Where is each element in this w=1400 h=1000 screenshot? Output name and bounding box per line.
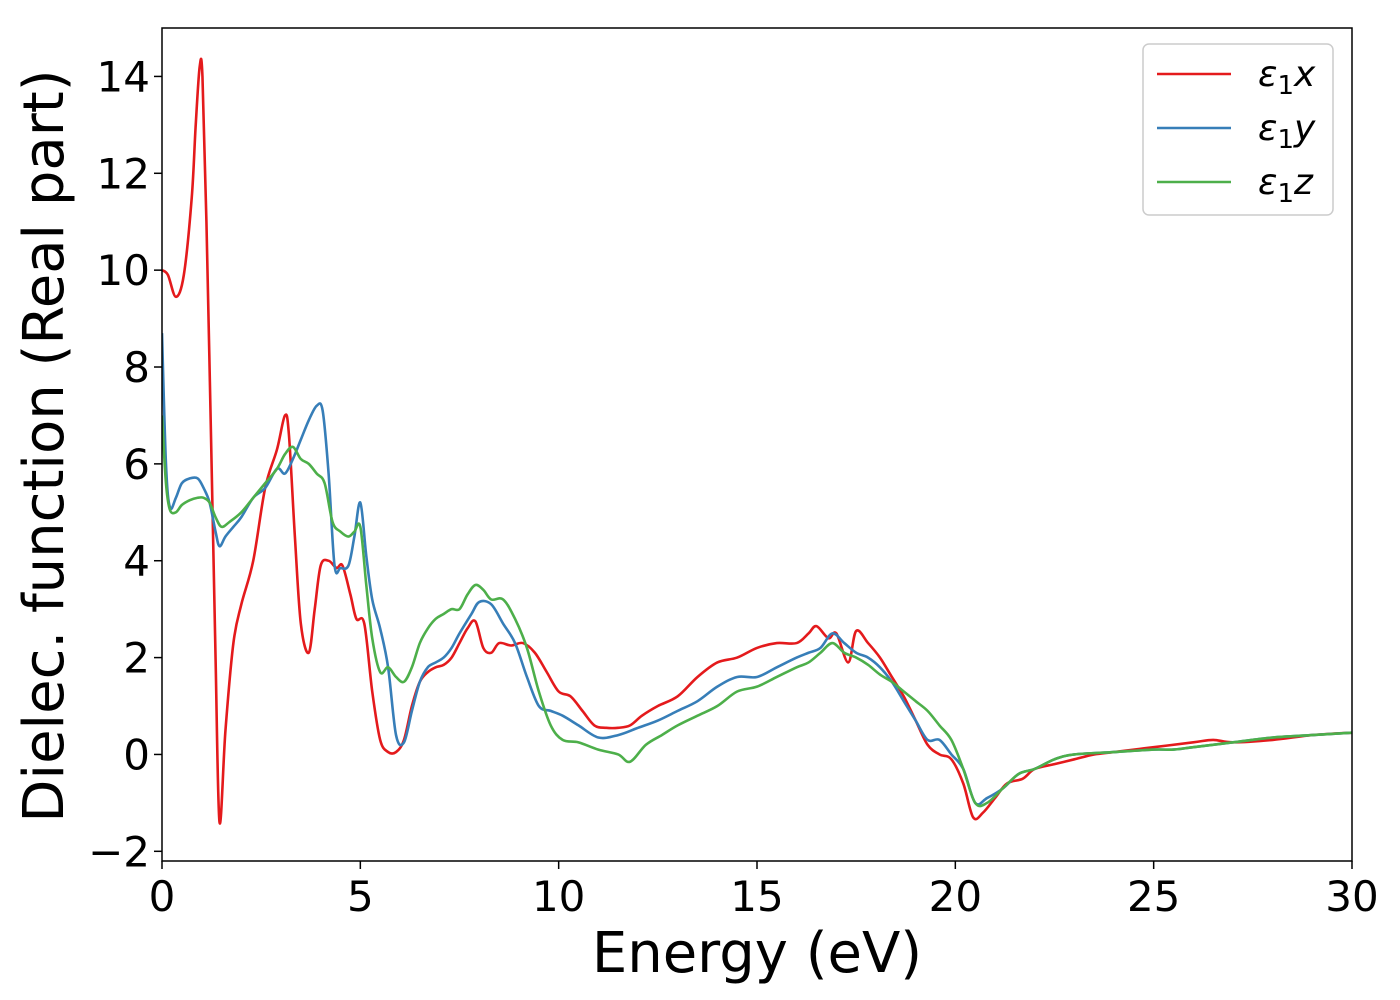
x-axis-label: Energy (eV) [592,921,922,986]
series-layer [162,57,1352,825]
legend-label-x: ε1x [1258,54,1316,101]
x-tick-label: 30 [1325,872,1378,921]
legend-label-z: ε1z [1258,162,1314,209]
x-tick-label: 5 [347,872,374,921]
x-tick-label: 25 [1127,872,1180,921]
x-tick-label: 20 [929,872,982,921]
y-tick-label: 12 [97,149,150,198]
y-axis-label: Dielec. function (Real part) [12,69,77,822]
series-line-x [162,57,1352,825]
y-tick-label: 10 [97,246,150,295]
y-tick-label: 0 [123,730,150,779]
legend-label-y: ε1y [1258,108,1316,155]
x-tick-label: 0 [149,872,176,921]
x-axis: 0 5 10 15 20 25 30 [149,861,1379,921]
y-tick-label: 2 [123,634,150,683]
legend: ε1x ε1y ε1z [1142,43,1334,216]
y-tick-label: 14 [97,52,150,101]
x-tick-label: 15 [730,872,783,921]
x-tick-label: 10 [532,872,585,921]
y-axis: −2 0 2 4 6 8 10 12 14 [88,52,162,876]
y-tick-label: 6 [123,440,150,489]
y-tick-label: −2 [88,827,150,876]
y-tick-label: 8 [123,343,150,392]
legend-box [1142,43,1334,216]
y-tick-label: 4 [123,537,150,586]
series-line-z [162,415,1352,808]
